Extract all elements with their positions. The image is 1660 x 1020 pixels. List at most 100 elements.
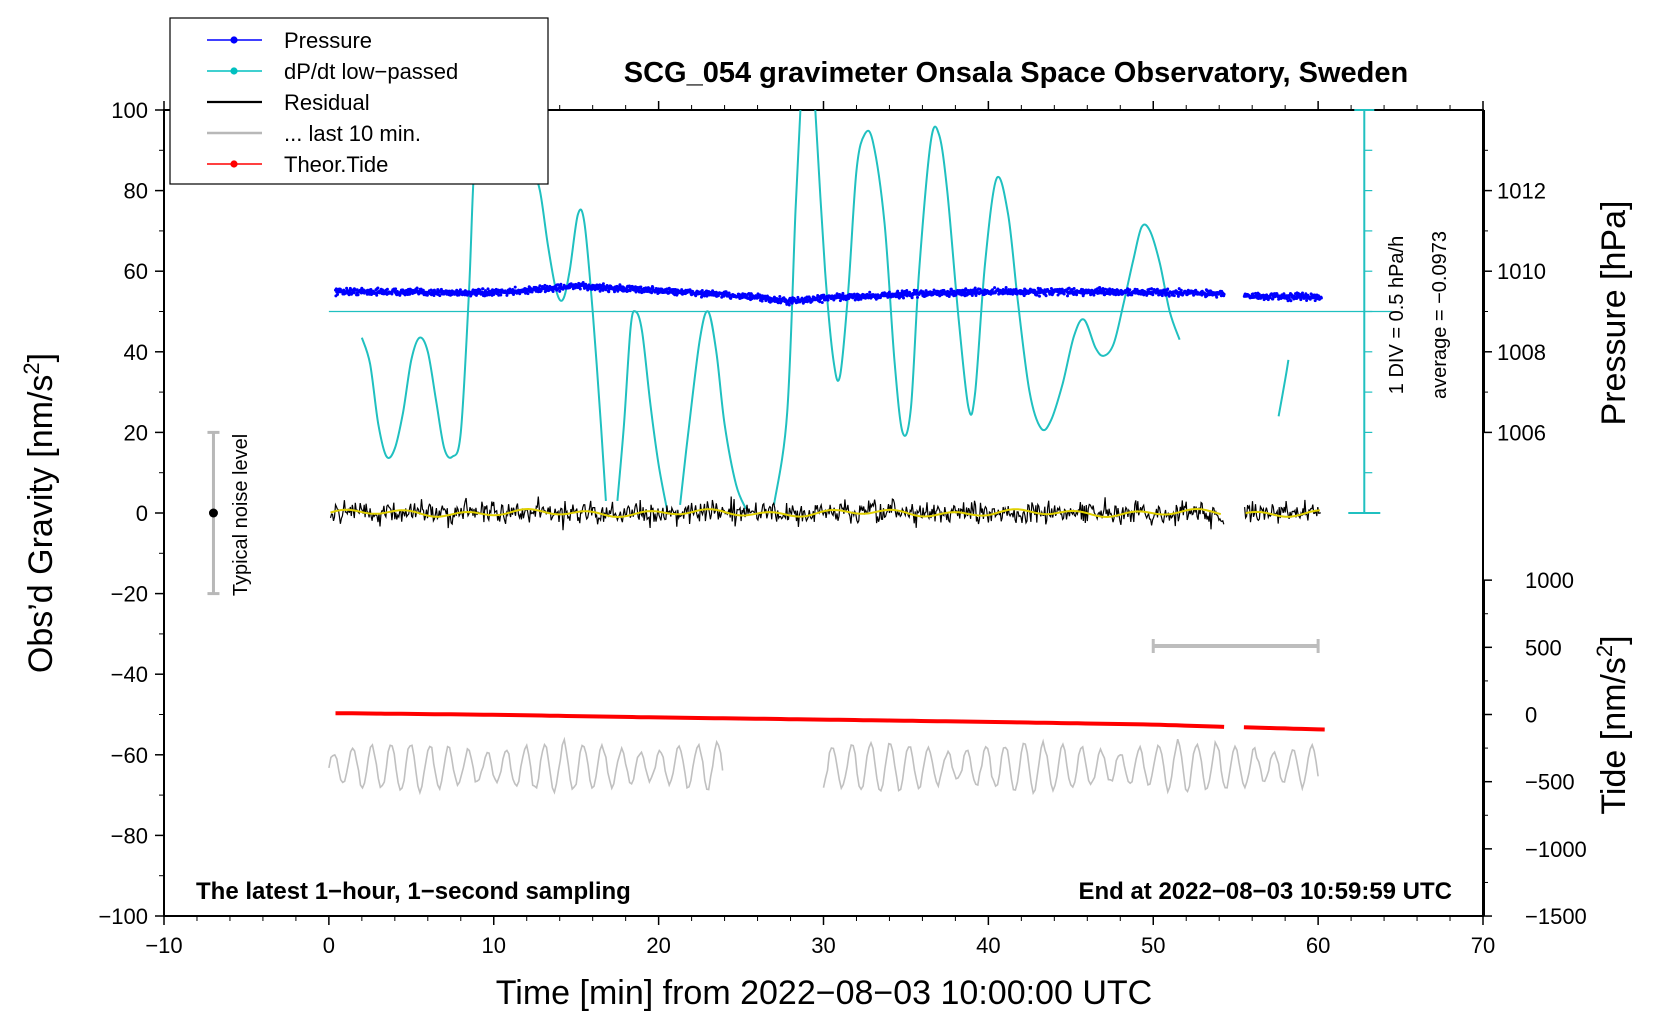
y-tick-label: −100 — [98, 904, 148, 929]
pressure-point — [932, 288, 936, 292]
pressure-point — [432, 288, 436, 292]
pressure-point — [948, 290, 952, 294]
pressure-point — [700, 289, 704, 292]
pressure-point — [729, 296, 733, 300]
pressure-point — [1299, 298, 1303, 302]
legend-dot-tide — [230, 160, 238, 168]
x-tick-label: 70 — [1471, 933, 1495, 958]
residual-smooth-line — [1245, 509, 1320, 518]
pressure-point — [1268, 295, 1272, 299]
pressure-tick-label: 1006 — [1497, 420, 1546, 445]
x-axis-title: Time [min] from 2022−08−03 10:00:00 UTC — [496, 974, 1152, 1012]
pressure-point — [702, 294, 706, 298]
pressure-point — [1128, 288, 1132, 292]
pressure-point — [415, 286, 419, 290]
pressure-point — [924, 289, 928, 293]
pressure-point — [1150, 287, 1154, 291]
legend-item-pressure: Pressure — [207, 28, 372, 53]
pressure-point — [1130, 293, 1134, 297]
pressure-point — [1179, 288, 1183, 292]
pressure-point — [1091, 289, 1095, 293]
pressure-point — [559, 282, 563, 286]
pressure-point — [1319, 296, 1323, 300]
legend: Pressure dP/dt low−passed Residual ... l… — [169, 17, 549, 185]
pressure-point — [650, 291, 654, 295]
tide-line — [335, 711, 1225, 729]
y-axis-title-gravity-end: ] — [22, 353, 60, 362]
y-tick-label: −80 — [111, 823, 148, 848]
pressure-point — [835, 292, 839, 296]
dpdt-segment — [679, 310, 747, 510]
pressure-point — [1037, 289, 1041, 293]
pressure-point — [1222, 292, 1226, 296]
y-axis-tide: 1000 500 0 −500 −1000 −1500 — [1483, 568, 1587, 929]
pressure-point — [618, 283, 622, 287]
y-axis-title-tide: Tide [nm/s2] — [1592, 635, 1633, 814]
pressure-tick-label: 1012 — [1497, 179, 1546, 204]
y-axis-title-tide-sup: 2 — [1592, 645, 1617, 657]
dpdt-segment — [616, 310, 668, 510]
pressure-point — [1072, 287, 1076, 290]
residual-smooth-line — [330, 507, 1222, 519]
pressure-point — [486, 287, 490, 291]
x-tick-label: 30 — [811, 933, 835, 958]
dpdt-segment — [360, 109, 482, 460]
pressure-point — [974, 294, 978, 297]
pressure-point — [601, 282, 605, 286]
pressure-point — [438, 294, 442, 298]
y-tick-label: 60 — [124, 259, 148, 284]
pressure-point — [787, 303, 791, 307]
y-tick-label: −20 — [111, 582, 148, 607]
pressure-point — [887, 290, 891, 294]
x-tick-label: 60 — [1306, 933, 1330, 958]
tide-tick-label: −500 — [1525, 770, 1575, 795]
y-axis-title-gravity-sup: 2 — [19, 362, 44, 374]
y-axis-title-pressure: Pressure [hPa] — [1595, 201, 1633, 426]
y-tick-label: 20 — [124, 420, 148, 445]
y-tick-label: −40 — [111, 662, 148, 687]
legend-label-pressure: Pressure — [284, 28, 372, 53]
pressure-point — [639, 285, 643, 289]
dpdt-average-label: average = −0.0973 — [1429, 231, 1451, 399]
pressure-point — [526, 292, 530, 296]
pressure-tick-label: 1010 — [1497, 259, 1546, 284]
pressure-point — [1192, 293, 1196, 297]
pressure-point — [763, 294, 767, 298]
pressure-point — [1066, 294, 1069, 298]
pressure-point — [578, 287, 582, 291]
residual-line — [1244, 499, 1321, 524]
y-tick-label: 0 — [136, 501, 148, 526]
y-axis-pressure: 1012 1010 1008 1006 — [1483, 110, 1546, 445]
x-tick-label: 10 — [482, 933, 506, 958]
x-tick-label: 50 — [1141, 933, 1165, 958]
pressure-point — [390, 292, 394, 296]
pressure-point — [484, 289, 487, 293]
pressure-point — [538, 284, 542, 288]
note-end-time: End at 2022−08−03 10:59:59 UTC — [1078, 878, 1452, 905]
legend-item-dpdt: dP/dt low−passed — [207, 59, 458, 84]
pressure-point — [896, 289, 900, 293]
pressure-point — [1305, 299, 1309, 302]
legend-label-dpdt: dP/dt low−passed — [284, 59, 458, 84]
series-last-10-min — [328, 736, 1319, 796]
x-axis: −10 0 10 20 30 40 50 60 70 — [145, 101, 1495, 958]
pressure-tick-label: 1008 — [1497, 340, 1546, 365]
legend-item-last-10-min: ... last 10 min. — [207, 121, 421, 146]
pressure-point — [947, 295, 951, 298]
series-residual — [329, 496, 1321, 531]
pressure-point — [375, 293, 379, 297]
pressure-point — [1004, 286, 1008, 289]
legend-dot-pressure — [230, 36, 238, 44]
y-tick-label: 40 — [124, 340, 148, 365]
y-axis-title-gravity: Obs’d Gravity [nm/s2] — [19, 353, 60, 673]
series-pressure — [334, 281, 1323, 307]
legend-label-residual: Residual — [284, 90, 370, 115]
pressure-point — [336, 293, 339, 296]
pressure-point — [1176, 294, 1180, 298]
last-10-min-line — [328, 736, 724, 796]
y-tick-label: 100 — [111, 98, 148, 123]
series-tide — [335, 711, 1325, 732]
note-latest-hour: The latest 1−hour, 1−second sampling — [196, 878, 631, 905]
pressure-point — [1295, 297, 1299, 300]
x-tick-label: 0 — [323, 933, 335, 958]
